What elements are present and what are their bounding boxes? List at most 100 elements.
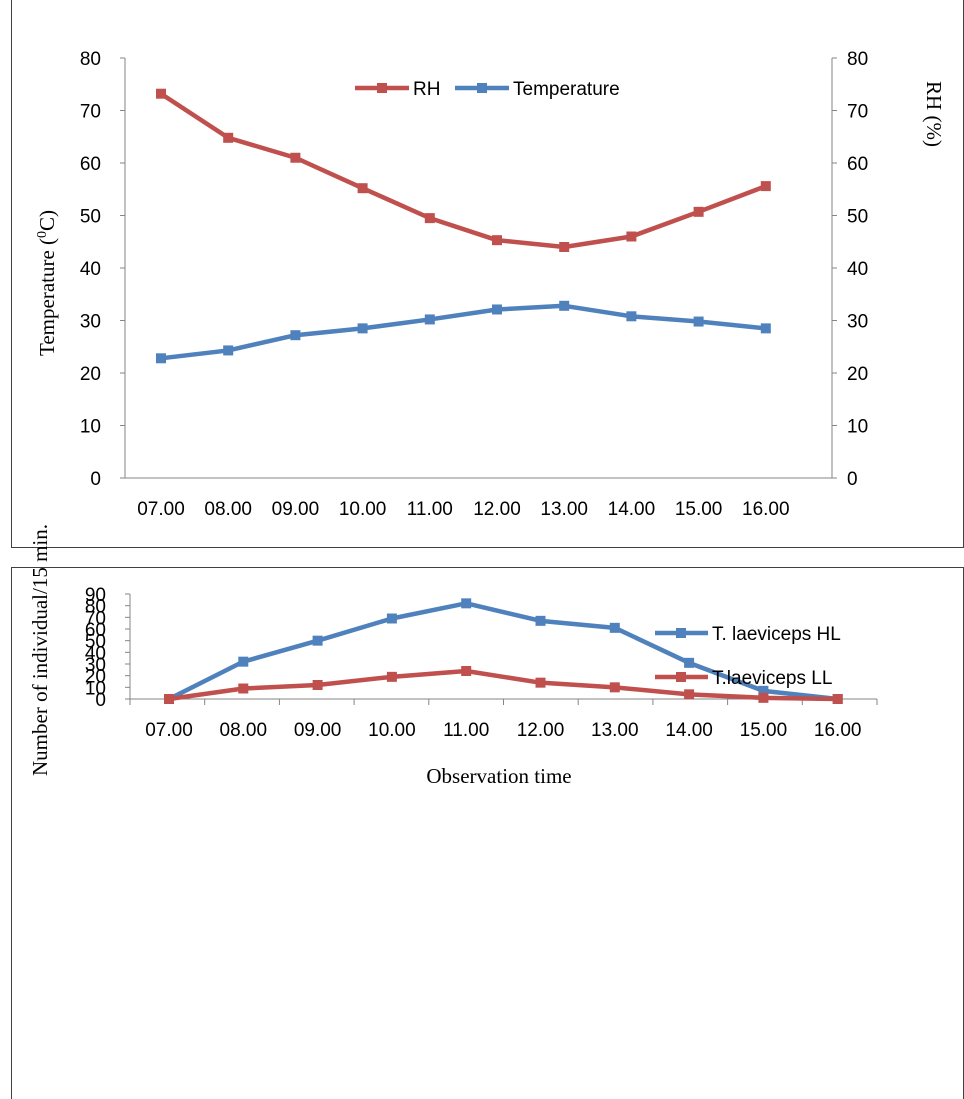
data-point bbox=[223, 345, 234, 356]
series-line-temperature bbox=[160, 303, 767, 361]
data-point bbox=[424, 314, 435, 325]
y-axis-title-text: Temperature ( bbox=[35, 238, 59, 356]
data-point bbox=[693, 316, 704, 327]
y-tick-label-left: 60 bbox=[80, 154, 101, 175]
data-point bbox=[559, 242, 570, 252]
series-line-t-laeviceps-ll bbox=[168, 668, 838, 702]
y-tick-label: 20 bbox=[85, 667, 106, 688]
x-tick-label: 15.00 bbox=[740, 720, 788, 741]
data-point bbox=[559, 300, 570, 311]
data-point bbox=[492, 235, 502, 246]
x-tick-label: 12.00 bbox=[517, 720, 565, 741]
data-point bbox=[357, 183, 368, 194]
x-tick-label: 14.00 bbox=[665, 720, 713, 741]
legend-marker bbox=[676, 628, 686, 638]
y-tick-label-left: 30 bbox=[80, 312, 101, 333]
y-tick-label-left: 0 bbox=[90, 469, 101, 490]
y-tick-label-left: 80 bbox=[80, 49, 101, 70]
y-tick-label-left: 50 bbox=[80, 207, 101, 228]
y-axis-title-left: Temperature (0C) bbox=[35, 210, 59, 356]
x-tick-label: 13.00 bbox=[540, 499, 588, 520]
y-tick-label-right: 20 bbox=[847, 364, 868, 385]
y-tick-label-left: 10 bbox=[80, 417, 101, 438]
data-point bbox=[386, 613, 397, 624]
x-tick-label: 14.00 bbox=[608, 499, 656, 520]
y-tick-label-right: 10 bbox=[847, 417, 868, 438]
y-tick-label: 40 bbox=[85, 643, 106, 664]
data-point bbox=[312, 680, 323, 690]
x-tick-label: 10.00 bbox=[339, 499, 387, 520]
y-tick-label-right: 0 bbox=[847, 469, 858, 490]
x-tick-label: 08.00 bbox=[204, 499, 252, 520]
data-point bbox=[164, 694, 174, 704]
data-point bbox=[386, 671, 397, 682]
x-tick-label: 16.00 bbox=[814, 720, 862, 741]
x-tick-label: 07.00 bbox=[137, 499, 185, 520]
data-point bbox=[626, 231, 637, 242]
x-tick-label: 11.00 bbox=[443, 720, 489, 741]
y-tick-label-right: 30 bbox=[847, 312, 868, 333]
y-tick-label: 50 bbox=[85, 632, 106, 653]
data-point bbox=[312, 635, 323, 646]
data-point bbox=[156, 88, 166, 99]
y-tick-label-left: 40 bbox=[80, 259, 101, 280]
y-tick-label: 30 bbox=[85, 655, 106, 676]
data-point bbox=[758, 692, 769, 703]
x-tick-label: 07.00 bbox=[145, 720, 193, 741]
data-point bbox=[461, 666, 472, 676]
y-tick-label-left: 20 bbox=[80, 364, 101, 385]
y-axis-title: Number of individual/15 min. bbox=[28, 524, 52, 776]
data-point bbox=[535, 677, 546, 688]
data-point bbox=[424, 213, 435, 224]
y-tick-label-right: 60 bbox=[847, 154, 868, 175]
y-tick-label: 0 bbox=[95, 690, 106, 711]
bottom-chart-panel bbox=[11, 567, 964, 1099]
legend-label: T. laeviceps HL bbox=[712, 624, 841, 645]
data-point bbox=[492, 304, 502, 315]
y-tick-label: 80 bbox=[85, 597, 106, 618]
data-point bbox=[461, 598, 472, 609]
series-line-t-laeviceps-hl bbox=[167, 601, 838, 702]
data-point bbox=[535, 615, 546, 626]
data-point bbox=[760, 323, 771, 334]
x-axis-title: Observation time bbox=[426, 764, 571, 788]
x-tick-label: 09.00 bbox=[272, 499, 320, 520]
x-tick-label: 12.00 bbox=[473, 499, 521, 520]
data-point bbox=[609, 682, 620, 693]
y-tick-label: 10 bbox=[85, 678, 106, 699]
x-tick-label: 11.00 bbox=[407, 499, 453, 520]
data-point bbox=[758, 685, 769, 696]
data-point bbox=[760, 181, 771, 192]
x-tick-label: 09.00 bbox=[294, 720, 342, 741]
data-point bbox=[609, 622, 620, 633]
legend-label: T.laeviceps LL bbox=[712, 668, 832, 689]
legend-label: Temperature bbox=[513, 79, 620, 100]
top-chart-panel bbox=[11, 0, 964, 548]
x-tick-label: 10.00 bbox=[368, 720, 416, 741]
y-tick-label-right: 70 bbox=[847, 102, 868, 123]
x-tick-label: 16.00 bbox=[742, 499, 790, 520]
data-point bbox=[684, 657, 695, 668]
y-tick-label: 70 bbox=[85, 608, 106, 629]
legend-marker bbox=[477, 83, 487, 93]
y-tick-label: 90 bbox=[85, 585, 106, 606]
legend-marker bbox=[377, 83, 387, 93]
data-point bbox=[223, 132, 234, 143]
legend-marker bbox=[676, 672, 686, 682]
y-tick-label-right: 40 bbox=[847, 259, 868, 280]
data-point bbox=[290, 330, 301, 341]
legend-label: RH bbox=[413, 79, 440, 100]
data-point bbox=[626, 311, 637, 322]
y-tick-label-right: 50 bbox=[847, 207, 868, 228]
y-axis-title-unit: C) bbox=[35, 210, 59, 231]
data-point bbox=[832, 694, 843, 704]
data-point bbox=[238, 656, 249, 667]
data-point bbox=[357, 323, 368, 334]
x-tick-label: 13.00 bbox=[591, 720, 639, 741]
data-point bbox=[156, 353, 166, 364]
x-tick-label: 08.00 bbox=[220, 720, 268, 741]
y-tick-label: 60 bbox=[85, 620, 106, 641]
data-point bbox=[684, 689, 695, 700]
series-line-rh bbox=[159, 91, 767, 250]
